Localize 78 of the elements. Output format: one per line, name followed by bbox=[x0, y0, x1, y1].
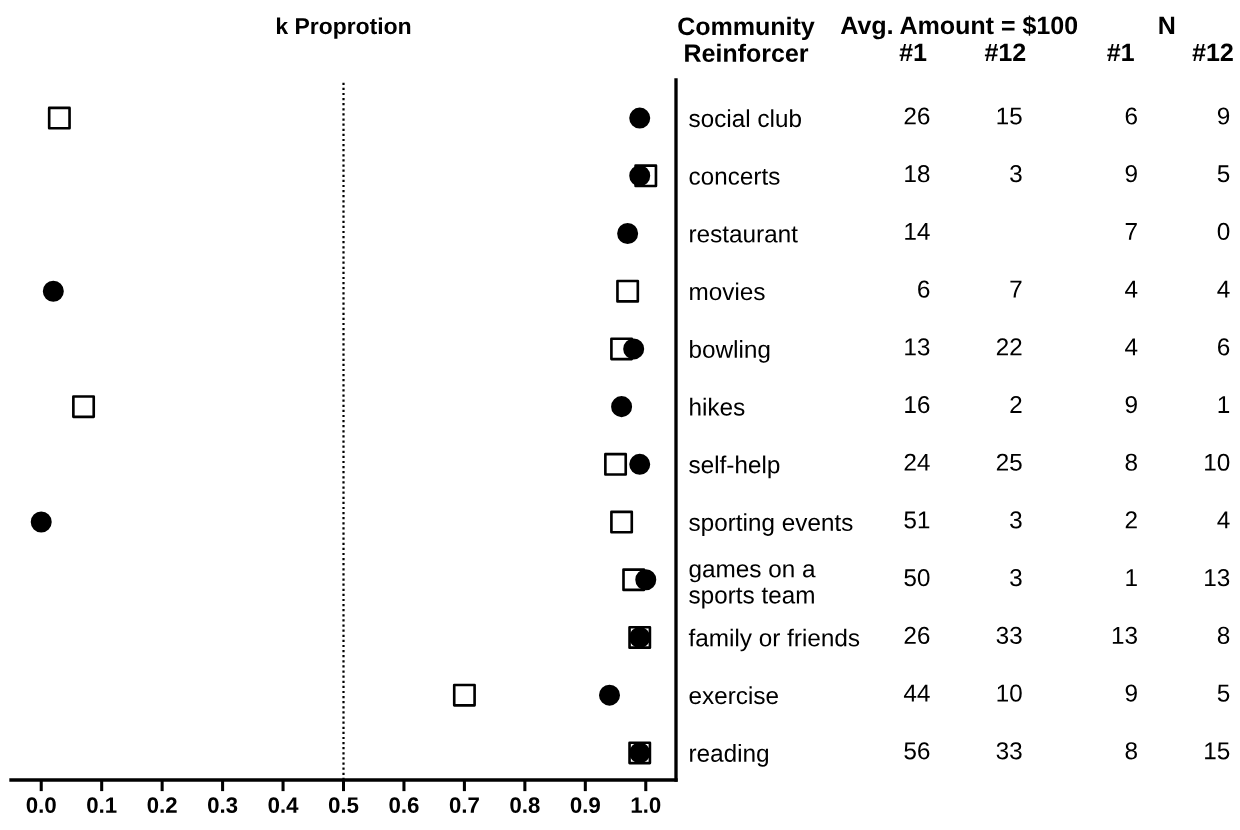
category-label: #1 bbox=[1107, 43, 1134, 61]
y-tick-label: self-help bbox=[689, 455, 780, 479]
data-label: 3 bbox=[1010, 165, 1022, 183]
data-label: 7 bbox=[1125, 223, 1137, 240]
data-label: 9 bbox=[1125, 684, 1137, 702]
data-label: 51 bbox=[904, 511, 930, 529]
y-tick-label: bowling bbox=[690, 340, 770, 363]
x-tick-label: 0.4 bbox=[268, 797, 299, 813]
x-tick-label: 0.7 bbox=[449, 797, 479, 813]
text: Avg. Amount = $100 bbox=[840, 15, 1078, 40]
data-label: 13 bbox=[1112, 626, 1137, 644]
x-tick-label: 1.0 bbox=[631, 797, 661, 813]
x-tick-label: 0.2 bbox=[147, 797, 177, 813]
data-label: 8 bbox=[1125, 742, 1137, 760]
data-label: 5 bbox=[1217, 165, 1230, 183]
data-label: 4 bbox=[1217, 511, 1230, 529]
chart-title: k Proprotion bbox=[276, 17, 411, 39]
data-label: 2 bbox=[1010, 395, 1022, 413]
data-label: 3 bbox=[1010, 511, 1022, 529]
data-label: 10 bbox=[997, 684, 1022, 702]
data-label: 4 bbox=[1125, 338, 1138, 356]
category-label: #12 bbox=[984, 43, 1026, 61]
data-label: 14 bbox=[905, 223, 930, 240]
data-label: 5 bbox=[1217, 684, 1230, 702]
y-tick-label: concerts bbox=[689, 168, 780, 185]
data-label: 10 bbox=[1205, 453, 1230, 471]
data-label: 50 bbox=[904, 569, 930, 587]
data-label: 33 bbox=[996, 742, 1022, 760]
y-tick-label: movies bbox=[690, 282, 765, 301]
data-label: 25 bbox=[996, 453, 1022, 471]
data-label: 6 bbox=[1218, 338, 1230, 356]
data-label: 13 bbox=[1205, 569, 1230, 587]
category-label: #12 bbox=[1192, 43, 1233, 61]
y-axis-title: Community Reinforcer bbox=[678, 16, 815, 63]
category-label: #1 bbox=[899, 43, 927, 61]
data-label: 13 bbox=[905, 338, 930, 356]
data-label: 15 bbox=[1205, 742, 1230, 760]
data-label: 9 bbox=[1125, 165, 1137, 183]
data-label: 15 bbox=[997, 107, 1022, 125]
data-label: 26 bbox=[904, 626, 930, 644]
y-tick-label: restaurant bbox=[690, 226, 798, 243]
y-tick-label: sporting events bbox=[689, 513, 853, 536]
data-label: 9 bbox=[1217, 107, 1230, 125]
x-tick-label: 0.5 bbox=[328, 797, 359, 813]
data-label: 6 bbox=[918, 280, 930, 298]
data-label: 44 bbox=[903, 684, 930, 702]
data-label: 16 bbox=[905, 395, 930, 414]
x-tick-label: 0.8 bbox=[510, 797, 540, 813]
data-label: 3 bbox=[1010, 569, 1022, 587]
data-label: 56 bbox=[904, 742, 930, 760]
data-label: 4 bbox=[1125, 280, 1138, 298]
y-tick-label: reading bbox=[690, 744, 769, 767]
y-tick-label: social club bbox=[689, 109, 801, 128]
y-tick-label: exercise bbox=[689, 686, 778, 705]
data-label: 26 bbox=[904, 107, 930, 125]
x-tick-label: 0.0 bbox=[26, 797, 56, 813]
data-label: 24 bbox=[904, 453, 930, 471]
y-tick-label: games on a sports team bbox=[689, 564, 816, 609]
data-label: 22 bbox=[996, 338, 1022, 356]
x-tick-label: 0.9 bbox=[570, 797, 600, 813]
data-label: 8 bbox=[1125, 453, 1137, 471]
data-label: 1 bbox=[1218, 396, 1230, 413]
data-label: 4 bbox=[1217, 280, 1230, 298]
y-tick-label: family or friends bbox=[688, 628, 860, 652]
text: N bbox=[1159, 16, 1175, 34]
data-label: 33 bbox=[996, 626, 1022, 644]
data-label: 1 bbox=[1126, 569, 1137, 587]
x-tick-label: 0.6 bbox=[389, 797, 419, 813]
data-label: 9 bbox=[1125, 395, 1137, 414]
data-label: 18 bbox=[905, 165, 930, 183]
x-tick-label: 0.3 bbox=[208, 797, 238, 814]
x-tick-label: 0.1 bbox=[87, 797, 117, 813]
data-label: 6 bbox=[1125, 107, 1137, 125]
y-tick-label: hikes bbox=[690, 397, 745, 416]
data-label: 8 bbox=[1217, 626, 1230, 644]
data-label: 2 bbox=[1125, 511, 1137, 529]
data-label: 0 bbox=[1217, 222, 1230, 241]
data-label: 7 bbox=[1010, 280, 1022, 298]
